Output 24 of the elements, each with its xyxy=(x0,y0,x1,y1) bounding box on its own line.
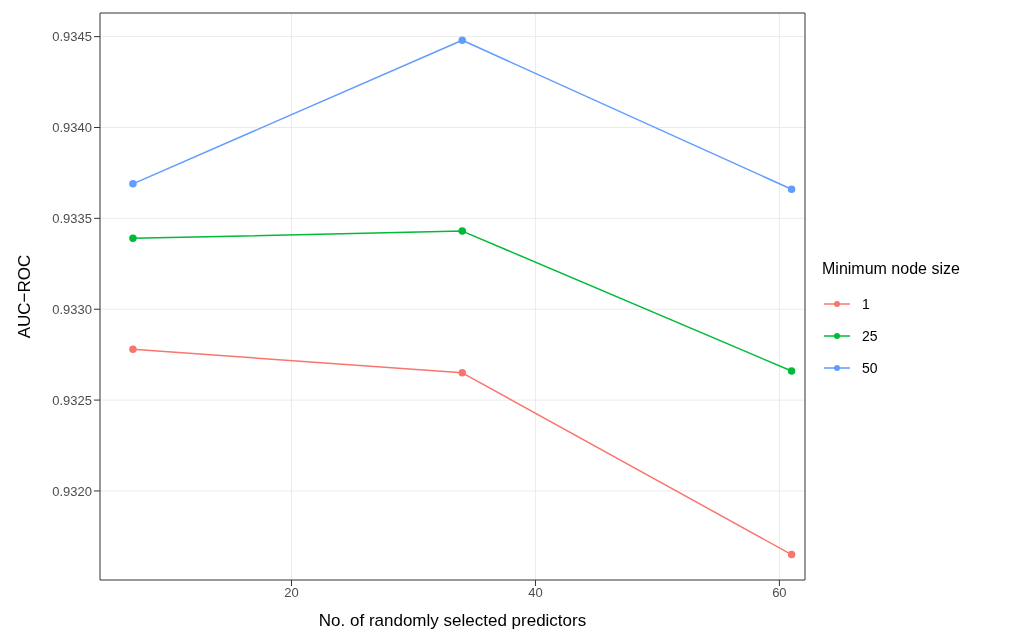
point xyxy=(787,550,796,559)
point xyxy=(458,227,467,235)
legend-label: 50 xyxy=(862,360,878,376)
point xyxy=(129,345,137,353)
point xyxy=(787,367,796,375)
legend-title: Minimum node size xyxy=(822,260,961,278)
y-tick-label: 0.9330 xyxy=(52,301,92,317)
point xyxy=(129,234,137,243)
point xyxy=(458,369,467,377)
y-axis-title: AUC−ROC xyxy=(15,254,35,339)
x-tick-label: 40 xyxy=(528,585,543,601)
point xyxy=(458,36,467,45)
y-tick-label: 0.9325 xyxy=(52,392,92,408)
y-tick-label: 0.9345 xyxy=(52,29,92,45)
x-tick-label: 20 xyxy=(284,585,299,601)
x-tick-label: 60 xyxy=(772,585,787,601)
point xyxy=(129,180,137,188)
y-tick-label: 0.9320 xyxy=(52,483,92,499)
x-axis-title: No. of randomly selected predictors xyxy=(318,611,587,630)
y-tick-label: 0.9335 xyxy=(52,210,92,226)
point xyxy=(787,185,796,194)
legend-label: 25 xyxy=(862,328,878,344)
legend-label: 1 xyxy=(862,296,870,312)
y-tick-label: 0.9340 xyxy=(52,120,92,136)
